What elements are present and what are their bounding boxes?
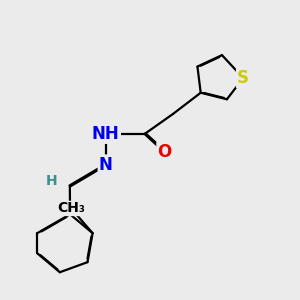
Text: S: S [237, 69, 249, 87]
Text: O: O [158, 142, 172, 160]
Text: CH₃: CH₃ [57, 201, 85, 215]
Text: N: N [99, 156, 113, 174]
Text: H: H [46, 174, 58, 188]
Text: NH: NH [92, 124, 120, 142]
